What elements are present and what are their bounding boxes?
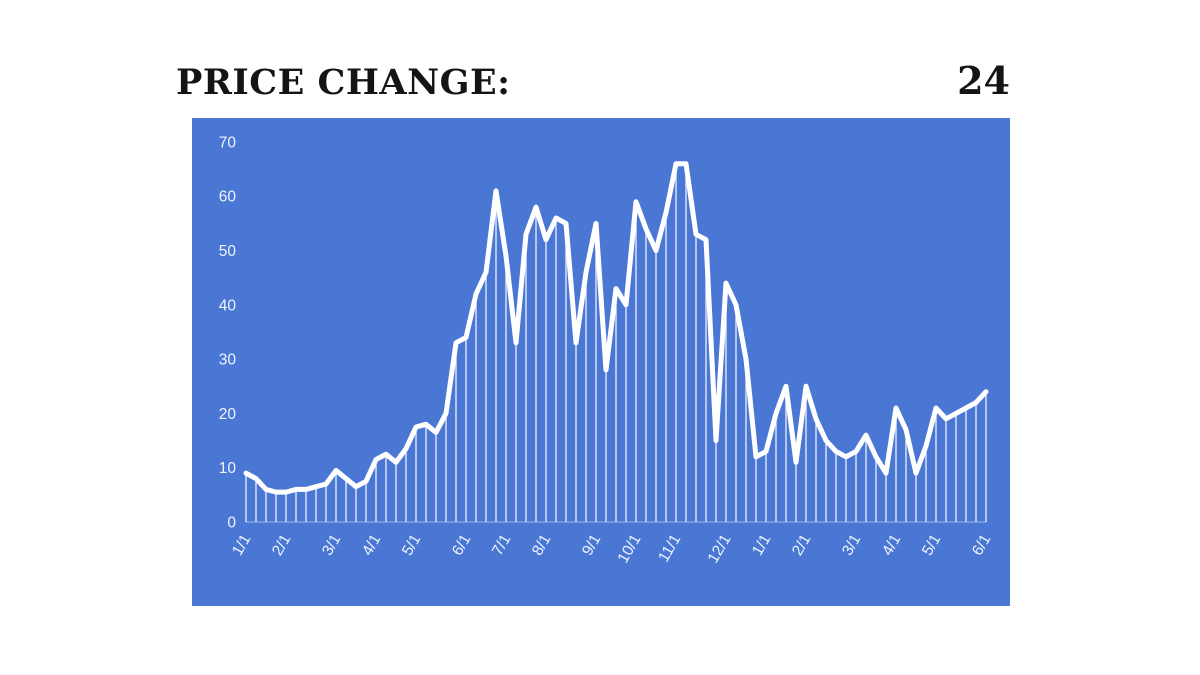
title-row: PRICE CHANGE: 24 (176, 58, 1010, 103)
y-tick-label: 0 (227, 514, 236, 531)
y-tick-label: 70 (219, 134, 237, 151)
y-tick-label: 20 (219, 406, 237, 423)
page-title: PRICE CHANGE: (176, 62, 511, 103)
y-tick-label: 50 (219, 243, 237, 260)
y-tick-label: 10 (219, 460, 237, 477)
y-tick-label: 30 (219, 352, 237, 369)
chart-plot-background (192, 118, 1010, 606)
y-tick-label: 60 (219, 189, 237, 206)
current-value: 24 (957, 58, 1010, 103)
price-line (243, 161, 989, 495)
y-tick-label: 40 (219, 297, 237, 314)
y-axis-labels: 0 10 20 30 40 50 60 70 (219, 134, 237, 531)
price-chart-panel: 0 10 20 30 40 50 60 70 1/1 2/1 3/1 4/1 5/1 6/1 7/1 8/1 9… (192, 118, 1010, 606)
drop-lines (245, 163, 987, 522)
